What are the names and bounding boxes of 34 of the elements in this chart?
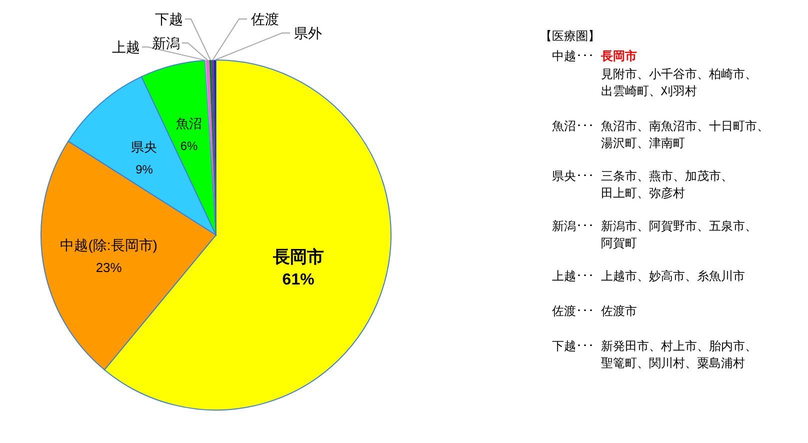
text: 田上町、弥彦村: [601, 186, 685, 200]
text: 上越市、妙高市、糸魚川市: [601, 269, 745, 283]
text: 聖篭町、関川村、粟島浦村: [601, 356, 745, 370]
text: 湯沢町、津南町: [601, 136, 685, 150]
data-label: 9%: [136, 162, 154, 177]
text: 【医療圏】: [540, 29, 600, 43]
text: 見附市、小千谷市、柏崎市、: [601, 67, 757, 81]
text: 佐渡･･･: [552, 304, 594, 318]
text: 阿賀町: [601, 236, 637, 250]
slice-label: 下越: [155, 11, 183, 27]
slice-label: 新潟: [152, 35, 180, 51]
text: 三条市、燕市、加茂市、: [601, 169, 733, 183]
text: 上越･･･: [552, 269, 594, 283]
text: 佐渡市: [601, 304, 637, 318]
text: 中越･･･: [552, 49, 594, 63]
data-label: 23%: [96, 260, 122, 275]
text: 下越･･･: [552, 339, 594, 353]
text: 長岡市: [600, 49, 637, 63]
text: 新潟･･･: [552, 219, 594, 233]
text: 出雲崎町、刈羽村: [601, 84, 697, 98]
slice-label: 魚沼: [176, 116, 202, 131]
slice-label: 長岡市: [272, 248, 324, 267]
text: 新発田市、村上市、胎内市、: [601, 339, 757, 353]
slice-label: 県外: [294, 25, 322, 41]
text: 魚沼市、南魚沼市、十日町市、: [601, 119, 769, 133]
slice-label: 県央: [131, 140, 158, 155]
data-label: 6%: [180, 138, 198, 153]
text: 魚沼･･･: [552, 119, 594, 133]
slice-label: 中越(除:長岡市): [60, 236, 158, 253]
slice-label: 上越: [112, 39, 140, 55]
data-label: 61%: [282, 272, 314, 289]
text: 県央･･･: [552, 169, 594, 183]
text: 新潟市、阿賀野市、五泉市、: [601, 219, 757, 233]
slice-label: 佐渡: [251, 11, 279, 27]
